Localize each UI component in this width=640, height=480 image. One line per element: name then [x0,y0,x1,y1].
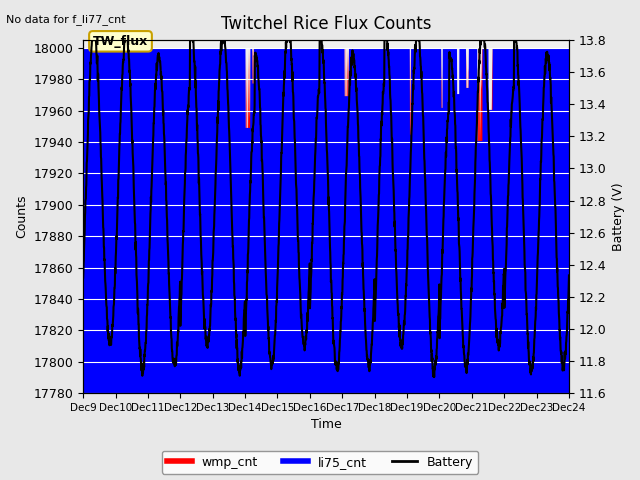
Text: No data for f_li77_cnt: No data for f_li77_cnt [6,14,126,25]
Legend: wmp_cnt, li75_cnt, Battery: wmp_cnt, li75_cnt, Battery [162,451,478,474]
X-axis label: Time: Time [310,419,341,432]
Y-axis label: Counts: Counts [15,195,28,239]
Y-axis label: Battery (V): Battery (V) [612,182,625,251]
Text: TW_flux: TW_flux [93,35,148,48]
Title: Twitchel Rice Flux Counts: Twitchel Rice Flux Counts [221,15,431,33]
